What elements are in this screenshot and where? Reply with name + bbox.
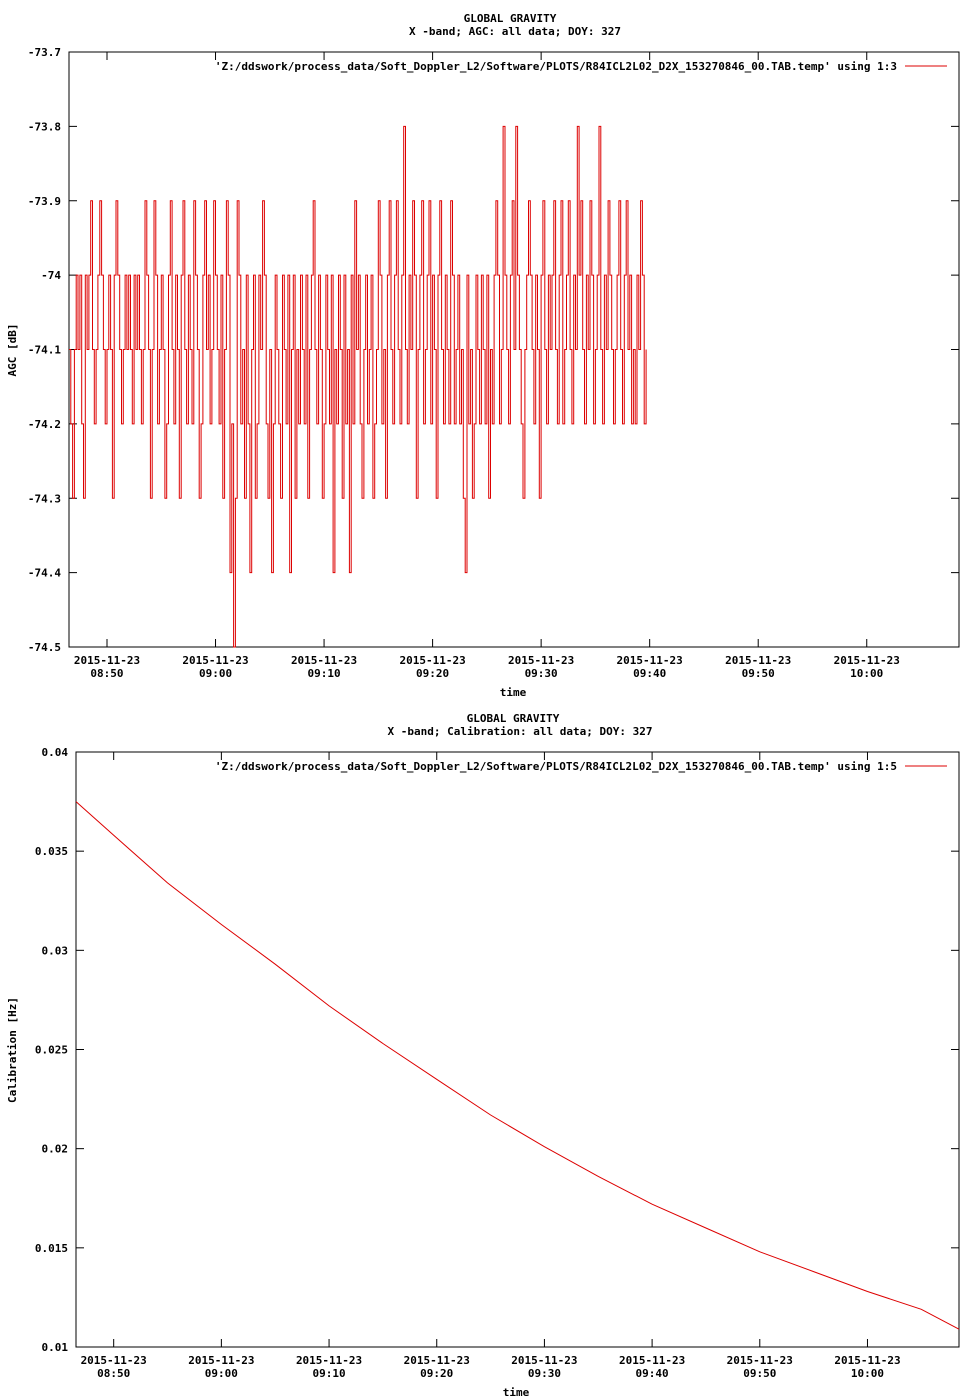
agc-y-tick-label: -74.2 <box>28 418 61 431</box>
agc-y-tick-label: -74.1 <box>28 344 61 357</box>
calibration-x-tick-time: 09:10 <box>312 1367 345 1380</box>
agc-x-tick-date: 2015-11-23 <box>182 654 248 667</box>
calibration-x-tick-date: 2015-11-23 <box>188 1354 254 1367</box>
agc-y-ticks: -73.7 -73.8 -73.9 -74 -74.1 -74.2 -74.3 -74.4 -7… <box>28 46 959 654</box>
agc-x-tick-time: 09:50 <box>742 667 775 680</box>
agc-y-tick-label: -73.9 <box>28 195 61 208</box>
calibration-x-tick-date: 2015-11-23 <box>834 1354 900 1367</box>
calibration-x-tick-date: 2015-11-23 <box>619 1354 685 1367</box>
agc-x-tick-date: 2015-11-23 <box>399 654 465 667</box>
calibration-chart-subtitle: X -band; Calibration: all data; DOY: 327 <box>388 725 653 738</box>
agc-y-tick-label: -74.5 <box>28 641 61 654</box>
calibration-x-tick-time: 09:20 <box>420 1367 453 1380</box>
calibration-y-ticks: 0.04 0.035 0.03 0.025 0.02 0.015 0.01 <box>35 746 959 1354</box>
calibration-y-axis-label: Calibration [Hz] <box>6 997 19 1103</box>
calibration-chart-title: GLOBAL GRAVITY <box>467 712 560 725</box>
calibration-y-tick-label: 0.015 <box>35 1242 68 1255</box>
agc-x-ticks: 2015-11-2308:502015-11-2309:002015-11-23… <box>74 52 900 680</box>
agc-y-tick-label: -73.8 <box>28 120 61 133</box>
calibration-y-tick-label: 0.03 <box>42 944 69 957</box>
calibration-x-tick-date: 2015-11-23 <box>296 1354 362 1367</box>
calibration-legend: 'Z:/ddswork/process_data/Soft_Doppler_L2… <box>215 760 947 773</box>
calibration-x-tick-date: 2015-11-23 <box>81 1354 147 1367</box>
calibration-x-tick-date: 2015-11-23 <box>511 1354 577 1367</box>
agc-legend: 'Z:/ddswork/process_data/Soft_Doppler_L2… <box>215 60 947 73</box>
agc-chart: GLOBAL GRAVITY X -band; AGC: all data; D… <box>6 12 960 699</box>
agc-chart-title: GLOBAL GRAVITY <box>464 12 557 25</box>
agc-x-tick-date: 2015-11-23 <box>617 654 683 667</box>
calibration-x-tick-time: 09:50 <box>743 1367 776 1380</box>
calibration-x-tick-time: 08:50 <box>97 1367 130 1380</box>
calibration-x-tick-date: 2015-11-23 <box>404 1354 470 1367</box>
agc-x-tick-date: 2015-11-23 <box>834 654 900 667</box>
calibration-x-tick-time: 09:40 <box>636 1367 669 1380</box>
calibration-x-tick-date: 2015-11-23 <box>727 1354 793 1367</box>
agc-y-axis-label: AGC [dB] <box>6 324 19 377</box>
agc-x-tick-date: 2015-11-23 <box>291 654 357 667</box>
agc-x-axis-label: time <box>500 686 527 699</box>
agc-legend-label: 'Z:/ddswork/process_data/Soft_Doppler_L2… <box>215 60 897 73</box>
calibration-x-tick-time: 09:30 <box>528 1367 561 1380</box>
calibration-x-ticks: 2015-11-2308:502015-11-2309:002015-11-23… <box>81 752 901 1380</box>
calibration-x-tick-time: 09:00 <box>205 1367 238 1380</box>
calibration-y-tick-label: 0.02 <box>42 1143 69 1156</box>
agc-x-tick-time: 09:10 <box>307 667 340 680</box>
calibration-y-tick-label: 0.025 <box>35 1044 68 1057</box>
calibration-series-line <box>75 801 960 1330</box>
calibration-plot-frame <box>75 751 960 1348</box>
calibration-y-tick-label: 0.035 <box>35 845 68 858</box>
agc-y-tick-label: -74 <box>41 269 61 282</box>
agc-chart-subtitle: X -band; AGC: all data; DOY: 327 <box>409 25 621 38</box>
calibration-y-tick-label: 0.04 <box>42 746 69 759</box>
agc-y-tick-label: -74.3 <box>28 492 61 505</box>
agc-x-tick-date: 2015-11-23 <box>508 654 574 667</box>
calibration-y-tick-label: 0.01 <box>42 1341 69 1354</box>
agc-x-tick-time: 10:00 <box>850 667 883 680</box>
calibration-x-tick-time: 10:00 <box>851 1367 884 1380</box>
agc-series-line <box>69 125 647 648</box>
agc-x-tick-time: 09:30 <box>525 667 558 680</box>
calibration-x-axis-label: time <box>503 1386 530 1399</box>
calibration-chart: GLOBAL GRAVITY X -band; Calibration: all… <box>6 712 960 1399</box>
agc-x-tick-time: 08:50 <box>90 667 123 680</box>
agc-x-tick-date: 2015-11-23 <box>74 654 140 667</box>
agc-x-tick-date: 2015-11-23 <box>725 654 791 667</box>
agc-y-tick-label: -74.4 <box>28 567 61 580</box>
agc-x-tick-time: 09:40 <box>633 667 666 680</box>
calibration-legend-label: 'Z:/ddswork/process_data/Soft_Doppler_L2… <box>215 760 897 773</box>
agc-x-tick-time: 09:20 <box>416 667 449 680</box>
agc-x-tick-time: 09:00 <box>199 667 232 680</box>
agc-y-tick-label: -73.7 <box>28 46 61 59</box>
